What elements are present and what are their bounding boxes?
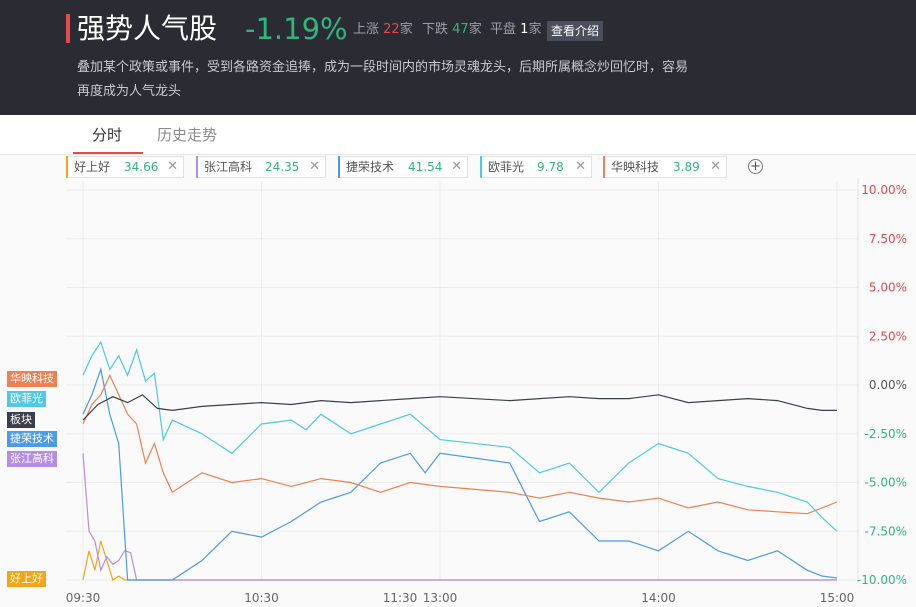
stock-chip-haoshanghao[interactable]: 好上好 34.66 ✕ [66, 156, 184, 178]
legend-tag: 好上好 [7, 571, 46, 587]
x-axis-ticks: 09:30 10:30 11:30 13:00 14:00 15:00 [66, 591, 855, 605]
flat-label: 平盘 [490, 22, 517, 37]
x-tick-label: 13:00 [423, 591, 458, 605]
chip-value: 24.35 [265, 160, 300, 174]
sector-description: 叠加某个政策或事件，受到各路资金追捧，成为一段时间内的市场灵魂龙头，后期所属概念… [77, 60, 689, 99]
y-tick-label: 2.50% [869, 329, 907, 343]
x-tick-label: 15:00 [820, 591, 855, 605]
up-label: 上涨 [353, 22, 380, 37]
chip-value: 41.54 [408, 160, 443, 174]
y-axis-ticks: 10.00% 7.50% 5.00% 2.50% 0.00% -2.50% -5.00% -7… [857, 183, 907, 587]
close-icon[interactable]: ✕ [309, 159, 320, 174]
legend-tag: 捷荣技术 [7, 431, 57, 447]
x-tick-label: 11:30 [383, 591, 418, 605]
tab-bar [0, 115, 916, 155]
y-tick-label: -10.00% [857, 573, 907, 587]
stock-chip-zhangjiang[interactable]: 张江高科 24.35 ✕ [196, 156, 326, 178]
tab-divider [0, 154, 916, 155]
up-count: 上涨 22家 [353, 21, 413, 39]
series-line [82, 394, 837, 421]
chip-value: 34.66 [124, 160, 159, 174]
down-label: 下跌 [422, 22, 449, 37]
down-number: 47 [452, 22, 469, 37]
up-number: 22 [383, 22, 400, 37]
close-icon[interactable]: ✕ [167, 159, 178, 174]
chip-name: 华映科技 [611, 160, 660, 174]
up-unit: 家 [399, 22, 413, 37]
tab-intraday[interactable]: 分时 [92, 126, 123, 144]
series-line [82, 340, 838, 532]
stock-chip-oufeiguang[interactable]: 欧菲光 9.78 ✕ [480, 156, 592, 178]
series-line [82, 367, 838, 581]
chip-color-mark [66, 156, 68, 178]
legend-tag: 欧菲光 [7, 391, 46, 407]
header-bar [0, 0, 916, 115]
chip-name: 张江高科 [204, 160, 253, 174]
stock-chip-jierong[interactable]: 捷荣技术 41.54 ✕ [338, 156, 468, 178]
active-tab-indicator [73, 152, 143, 154]
y-tick-label: 0.00% [869, 378, 907, 392]
x-tick-label: 09:30 [66, 591, 101, 605]
x-tick-label: 10:30 [244, 591, 279, 605]
flat-unit: 家 [528, 22, 542, 37]
x-tick-label: 14:00 [641, 591, 676, 605]
close-icon[interactable]: ✕ [710, 159, 721, 174]
view-intro-button[interactable]: 查看介绍 [547, 21, 604, 41]
flat-number: 1 [520, 22, 529, 37]
y-tick-label: 7.50% [869, 232, 907, 246]
y-tick-label: -7.50% [865, 524, 907, 538]
intraday-chart: 10.00% 7.50% 5.00% 2.50% 0.00% -2.50% -5.00% -7… [66, 178, 907, 605]
series-line [82, 540, 837, 581]
change-percent: -1.19% [245, 12, 348, 46]
legend-tag: 华映科技 [7, 371, 57, 387]
y-tick-label: -5.00% [865, 476, 907, 490]
series-line [82, 373, 838, 515]
chip-value: 3.89 [673, 160, 700, 174]
flat-count: 平盘 1家 [490, 21, 541, 39]
chip-name: 捷荣技术 [346, 160, 395, 174]
chip-color-mark [196, 156, 198, 178]
close-icon[interactable]: ✕ [451, 159, 462, 174]
chip-color-mark [480, 156, 482, 178]
legend-tag: 张江高科 [7, 451, 57, 467]
series-lines [82, 340, 838, 581]
page-title: 强势人气股 [77, 12, 218, 45]
tab-history[interactable]: 历史走势 [157, 126, 218, 144]
down-unit: 家 [468, 22, 482, 37]
y-tick-label: 5.00% [869, 281, 907, 295]
down-count: 下跌 47家 [422, 21, 482, 39]
chip-name: 欧菲光 [488, 160, 525, 174]
stock-chip-huaying[interactable]: 华映科技 3.89 ✕ [603, 156, 727, 178]
y-tick-label: -2.50% [865, 427, 907, 441]
title-accent [66, 14, 70, 43]
y-tick-label: 10.00% [861, 183, 907, 197]
plus-circle-icon[interactable]: + [748, 159, 763, 174]
chip-value: 9.78 [537, 160, 564, 174]
close-icon[interactable]: ✕ [575, 159, 586, 174]
chip-color-mark [603, 156, 605, 178]
series-line [82, 453, 837, 581]
chip-color-mark [338, 156, 340, 178]
chart-grid [66, 178, 859, 582]
legend-tag: 板块 [7, 412, 35, 428]
chip-name: 好上好 [74, 160, 111, 174]
